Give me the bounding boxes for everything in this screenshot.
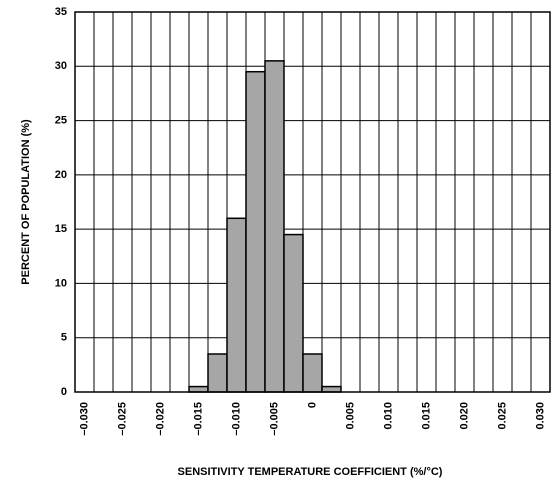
bar [226,217,247,393]
y-tick-label: 20 [55,169,67,181]
x-tick-label: 0 [306,402,318,408]
x-tick-label: –0.005 [268,402,280,436]
x-tick-label: 0.005 [344,402,356,430]
x-tick-label: –0.010 [230,402,242,436]
bar [283,233,304,393]
plot-frame [74,11,551,393]
x-tick-label: 0.025 [496,402,508,430]
y-tick-label: 30 [55,60,67,72]
y-tick-label: 25 [55,114,67,126]
bar [245,70,266,393]
bar [321,385,342,393]
x-tick-label: 0.030 [534,402,546,430]
bar [302,353,323,393]
y-tick-label: 35 [55,6,67,18]
bar [264,60,285,393]
x-tick-label: –0.020 [154,402,166,436]
x-axis-label: SENSITIVITY TEMPERATURE COEFFICIENT (%/°… [178,466,443,478]
x-tick-label: –0.030 [78,402,90,436]
bar [207,353,228,393]
x-tick-label: 0.020 [458,402,470,430]
bar [188,385,209,393]
y-tick-label: 0 [61,386,67,398]
y-axis-label: PERCENT OF POPULATION (%) [20,119,32,285]
y-tick-label: 10 [55,277,67,289]
y-tick-label: 5 [61,332,67,344]
x-tick-label: –0.025 [116,402,128,436]
x-tick-label: 0.015 [420,402,432,430]
x-tick-label: –0.015 [192,402,204,436]
y-tick-label: 15 [55,223,67,235]
x-tick-label: 0.010 [382,402,394,430]
